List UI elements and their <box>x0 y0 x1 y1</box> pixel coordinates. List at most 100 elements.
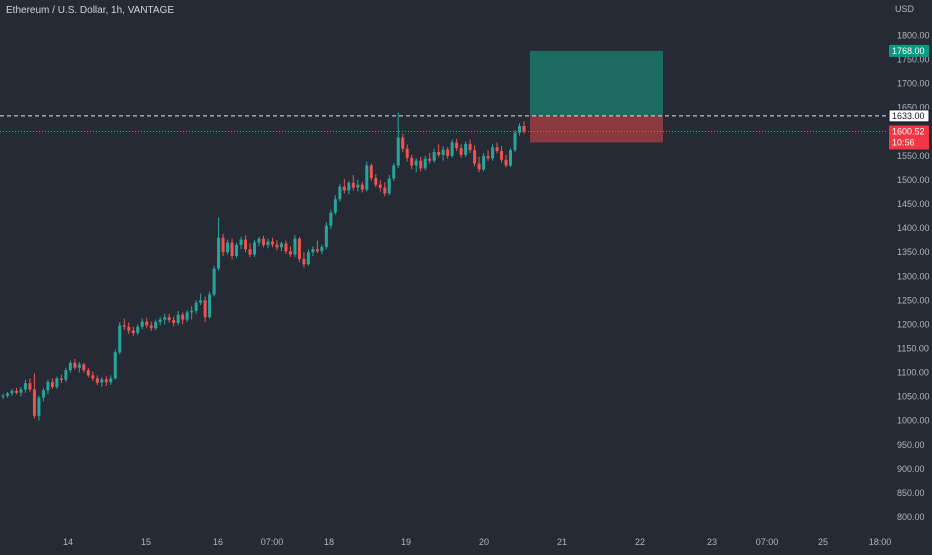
candle-body <box>113 352 117 379</box>
symbol-title: Ethereum / U.S. Dollar, 1h, VANTAGE <box>6 5 175 16</box>
candle-body <box>149 325 153 329</box>
candle-body <box>118 325 122 353</box>
candle-body <box>468 143 472 151</box>
x-tick-label: 19 <box>401 537 411 547</box>
countdown-label: 10:56 <box>892 138 915 148</box>
x-tick-label: 22 <box>635 537 645 547</box>
candle-body <box>59 378 63 380</box>
current-price-tag <box>889 125 929 150</box>
candle-body <box>37 397 41 416</box>
candle-body <box>446 149 450 156</box>
candle-body <box>360 184 364 190</box>
y-tick-label: 1150.00 <box>897 343 929 353</box>
candle-body <box>351 182 355 188</box>
y-tick-label: 1200.00 <box>897 319 930 329</box>
current-price-label: 1600.52 <box>892 127 925 137</box>
candle-body <box>104 379 108 383</box>
candle-body <box>293 238 297 255</box>
candle-body <box>64 370 68 380</box>
candle-body <box>275 244 279 248</box>
candle-body <box>410 157 414 166</box>
candle-body <box>221 237 225 253</box>
candle-body <box>28 383 32 390</box>
candle-body <box>203 300 207 318</box>
candle-body <box>226 242 230 253</box>
candle-body <box>55 378 59 387</box>
y-tick-label: 850.00 <box>897 488 925 498</box>
candle-body <box>262 238 265 245</box>
x-tick-label: 21 <box>557 537 567 547</box>
y-tick-label: 1300.00 <box>897 271 930 281</box>
candle-body <box>311 249 315 253</box>
candle-body <box>140 321 144 327</box>
candle-body <box>14 390 18 393</box>
candle-body <box>270 241 274 245</box>
x-tick-label: 25 <box>818 537 828 547</box>
candle-body <box>491 147 495 159</box>
currency-label: USD <box>895 4 915 14</box>
candle-body <box>500 151 504 160</box>
candle-body <box>333 199 337 213</box>
candle-body <box>288 251 292 255</box>
candle-body <box>387 178 391 194</box>
candle-body <box>477 163 481 170</box>
candle-body <box>284 243 288 252</box>
candle-body <box>365 165 369 190</box>
x-tick-label: 18:00 <box>869 537 892 547</box>
candle-body <box>217 237 221 269</box>
candle-body <box>131 330 135 334</box>
candle-body <box>136 326 140 334</box>
candle-body <box>32 389 36 416</box>
candle-body <box>23 383 27 390</box>
candle-body <box>86 370 90 376</box>
candle-body <box>306 252 310 265</box>
candle-body <box>522 126 526 132</box>
candle-body <box>167 317 171 321</box>
x-tick-label: 20 <box>479 537 489 547</box>
y-tick-label: 1750.00 <box>897 55 930 65</box>
candle-body <box>396 137 400 166</box>
candle-body <box>495 147 499 152</box>
candle-body <box>428 158 432 161</box>
candle-body <box>176 314 180 323</box>
candle-body <box>482 155 486 170</box>
candle-body <box>383 187 387 194</box>
candle-body <box>50 382 54 387</box>
candle-body <box>437 152 441 155</box>
candle-body <box>405 148 409 158</box>
y-tick-label: 1650.00 <box>897 103 930 113</box>
candle-body <box>378 184 382 188</box>
candle-body <box>315 249 319 252</box>
entry-price-label: 1633.00 <box>892 111 925 121</box>
candle-body <box>248 249 252 255</box>
y-tick-label: 1550.00 <box>897 151 930 161</box>
candle-body <box>401 137 405 149</box>
candle-body <box>257 238 261 243</box>
candle-body <box>154 321 158 329</box>
entry-price-tag <box>888 109 930 123</box>
x-tick-label: 07:00 <box>756 537 779 547</box>
candle-body <box>374 178 378 185</box>
candle-body <box>122 325 126 327</box>
candle-body <box>158 319 162 322</box>
candle-body <box>199 300 203 303</box>
candle-body <box>423 158 427 169</box>
candle-body <box>230 242 234 257</box>
candle-body <box>347 182 351 191</box>
y-tick-label: 1050.00 <box>897 392 930 402</box>
candle-body <box>329 212 333 226</box>
y-tick-label: 1700.00 <box>897 79 930 89</box>
candle-body <box>5 393 9 396</box>
candle-body <box>450 142 454 156</box>
candle-body <box>194 302 198 311</box>
x-tick-label: 07:00 <box>261 537 284 547</box>
target-zone <box>530 50 663 116</box>
candle-body <box>486 155 490 159</box>
y-tick-label: 900.00 <box>897 464 925 474</box>
candle-body <box>356 184 360 188</box>
y-tick-label: 1000.00 <box>897 416 930 426</box>
candle-body <box>82 364 86 371</box>
